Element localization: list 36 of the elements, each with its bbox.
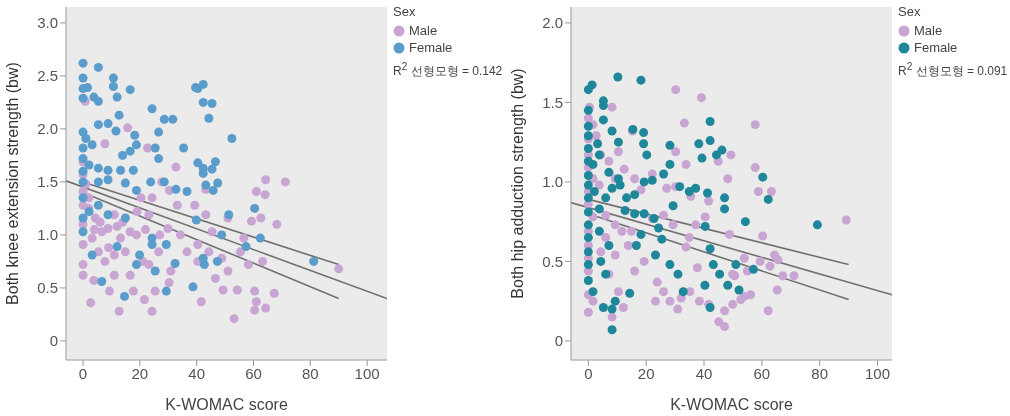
x-tick-label: 80 [301, 364, 319, 382]
y-tick-label: 2.5 [37, 67, 58, 85]
y-axis-title: Both knee extension strength (bw) [3, 62, 21, 305]
x-tick-label: 20 [131, 364, 149, 382]
x-tick-label: 40 [188, 364, 206, 382]
y-tick-label: 1.5 [542, 93, 563, 111]
x-tick-label: 100 [865, 364, 891, 382]
x-tick-label: 20 [637, 364, 655, 382]
y-tick-label: 0.5 [542, 252, 563, 270]
x-tick-label: 60 [245, 364, 262, 382]
legend-label: Female [409, 40, 453, 55]
legend-label: Male [914, 23, 943, 38]
x-axis-title: K-WOMAC score [670, 396, 793, 413]
legend-title: Sex [898, 4, 922, 19]
x-tick-label: 0 [584, 364, 593, 382]
y-tick-label: 1.0 [542, 173, 563, 191]
text: R$^{2}$ 선형모형 = 0.091 [898, 61, 1009, 80]
y-tick-label: 1.0 [37, 226, 58, 244]
y-tick-label: 1.5 [37, 173, 58, 191]
x-tick-label: 60 [753, 364, 771, 382]
legend-label: Male [409, 23, 438, 38]
legend-label: Female [914, 40, 958, 55]
x-tick-label: 100 [354, 364, 380, 382]
legend-title: Sex [393, 4, 417, 19]
y-tick-label: 2.0 [37, 120, 58, 138]
y-tick-label: 0.5 [37, 279, 58, 297]
y-tick-label: 3.0 [37, 14, 58, 32]
y-axis-title: Both hip adduction strength (bw) [508, 68, 526, 299]
y-tick-label: 2.0 [542, 14, 563, 32]
x-tick-label: 80 [811, 364, 829, 382]
x-tick-label: 40 [695, 364, 713, 382]
x-axis-title: K-WOMAC score [165, 396, 288, 413]
text: R$^{2}$ 선형모형 = 0.142 [393, 61, 504, 80]
x-tick-label: 0 [78, 364, 88, 382]
y-tick-label: 0 [49, 332, 58, 350]
y-tick-label: 0 [554, 332, 563, 350]
